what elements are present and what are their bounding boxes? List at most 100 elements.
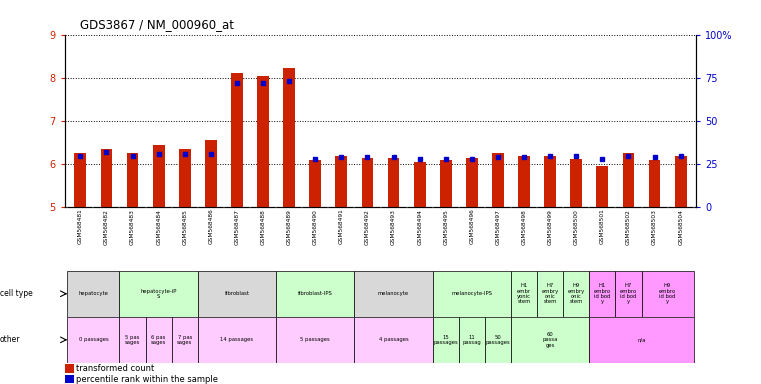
Text: 4 passages: 4 passages: [379, 337, 409, 343]
FancyBboxPatch shape: [119, 271, 198, 317]
Bar: [283, 68, 295, 207]
Text: GSM568499: GSM568499: [548, 209, 552, 245]
FancyBboxPatch shape: [459, 317, 485, 363]
Text: GSM568495: GSM568495: [443, 209, 448, 245]
Text: H1
embro
id bod
y: H1 embro id bod y: [594, 283, 611, 305]
Bar: [75, 153, 86, 207]
Text: H9
embry
onic
stem: H9 embry onic stem: [568, 283, 585, 305]
FancyBboxPatch shape: [67, 271, 119, 317]
Bar: [336, 156, 347, 207]
Text: H9
embro
id bod
y: H9 embro id bod y: [659, 283, 677, 305]
FancyBboxPatch shape: [485, 317, 511, 363]
FancyBboxPatch shape: [616, 271, 642, 317]
Text: 6 pas
sages: 6 pas sages: [151, 334, 167, 345]
Text: 5 passages: 5 passages: [301, 337, 330, 343]
Bar: [153, 145, 164, 207]
FancyBboxPatch shape: [537, 271, 563, 317]
FancyBboxPatch shape: [145, 317, 172, 363]
Text: n/a: n/a: [637, 337, 645, 343]
Bar: [126, 153, 139, 207]
Text: GSM568492: GSM568492: [365, 209, 370, 245]
FancyBboxPatch shape: [589, 317, 694, 363]
Text: GSM568484: GSM568484: [156, 209, 161, 245]
Bar: [310, 160, 321, 207]
Bar: [361, 158, 374, 207]
FancyBboxPatch shape: [355, 271, 433, 317]
Text: H7
embro
id bod
y: H7 embro id bod y: [620, 283, 637, 305]
Text: 50
passages: 50 passages: [486, 334, 511, 345]
Text: GSM568500: GSM568500: [574, 209, 579, 245]
Bar: [648, 160, 661, 207]
Bar: [231, 73, 243, 207]
Text: GSM568503: GSM568503: [652, 209, 657, 245]
Text: GSM568504: GSM568504: [678, 209, 683, 245]
Text: percentile rank within the sample: percentile rank within the sample: [76, 374, 218, 384]
Text: melanocyte-IPS: melanocyte-IPS: [451, 291, 492, 296]
Text: GSM568482: GSM568482: [104, 209, 109, 245]
FancyBboxPatch shape: [589, 271, 616, 317]
FancyBboxPatch shape: [276, 317, 355, 363]
FancyBboxPatch shape: [355, 317, 433, 363]
Bar: [179, 149, 190, 207]
Text: 11
passag: 11 passag: [463, 334, 481, 345]
FancyBboxPatch shape: [511, 317, 589, 363]
Text: GSM568488: GSM568488: [260, 209, 266, 245]
FancyBboxPatch shape: [67, 317, 119, 363]
Text: GSM568502: GSM568502: [626, 209, 631, 245]
Text: GSM568487: GSM568487: [234, 209, 240, 245]
FancyBboxPatch shape: [433, 317, 459, 363]
Text: GSM568486: GSM568486: [209, 209, 213, 244]
Bar: [205, 141, 217, 207]
Bar: [571, 159, 582, 207]
Bar: [622, 153, 635, 207]
Text: GDS3867 / NM_000960_at: GDS3867 / NM_000960_at: [80, 18, 234, 31]
Text: GSM568497: GSM568497: [495, 209, 501, 245]
Text: 0 passages: 0 passages: [78, 337, 108, 343]
Bar: [466, 158, 478, 207]
Text: hepatocyte-iP
S: hepatocyte-iP S: [141, 288, 177, 299]
Text: GSM568496: GSM568496: [470, 209, 474, 244]
Text: 60
passa
ges: 60 passa ges: [543, 332, 558, 348]
Text: fibroblast: fibroblast: [224, 291, 250, 296]
Text: 5 pas
sages: 5 pas sages: [125, 334, 140, 345]
Text: H7
embry
onic
stem: H7 embry onic stem: [542, 283, 559, 305]
FancyBboxPatch shape: [276, 271, 355, 317]
Text: other: other: [0, 335, 21, 344]
Bar: [440, 160, 451, 207]
Text: 15
passages: 15 passages: [433, 334, 458, 345]
Text: GSM568490: GSM568490: [313, 209, 318, 245]
Text: GSM568481: GSM568481: [78, 209, 83, 244]
Bar: [492, 153, 504, 207]
Text: GSM568483: GSM568483: [130, 209, 135, 245]
Text: 14 passages: 14 passages: [221, 337, 253, 343]
Text: cell type: cell type: [0, 289, 33, 298]
FancyBboxPatch shape: [119, 317, 145, 363]
Text: fibroblast-IPS: fibroblast-IPS: [298, 291, 333, 296]
Bar: [675, 156, 686, 207]
FancyBboxPatch shape: [198, 271, 276, 317]
FancyBboxPatch shape: [511, 271, 537, 317]
Text: hepatocyte: hepatocyte: [78, 291, 108, 296]
Bar: [544, 156, 556, 207]
Bar: [597, 166, 608, 207]
Text: 7 pas
sages: 7 pas sages: [177, 334, 193, 345]
Text: transformed count: transformed count: [76, 364, 154, 373]
Text: GSM568489: GSM568489: [287, 209, 291, 245]
Bar: [100, 149, 113, 207]
FancyBboxPatch shape: [433, 271, 511, 317]
Text: melanocyte: melanocyte: [378, 291, 409, 296]
FancyBboxPatch shape: [563, 271, 589, 317]
Text: GSM568493: GSM568493: [391, 209, 396, 245]
FancyBboxPatch shape: [172, 317, 198, 363]
Text: GSM568494: GSM568494: [417, 209, 422, 245]
Text: H1
embr
yonic
stem: H1 embr yonic stem: [517, 283, 531, 305]
Text: GSM568498: GSM568498: [521, 209, 527, 245]
FancyBboxPatch shape: [642, 271, 694, 317]
Bar: [518, 156, 530, 207]
FancyBboxPatch shape: [198, 317, 276, 363]
Text: GSM568501: GSM568501: [600, 209, 605, 244]
Text: GSM568485: GSM568485: [182, 209, 187, 245]
Text: GSM568491: GSM568491: [339, 209, 344, 244]
Bar: [257, 76, 269, 207]
Bar: [387, 158, 400, 207]
